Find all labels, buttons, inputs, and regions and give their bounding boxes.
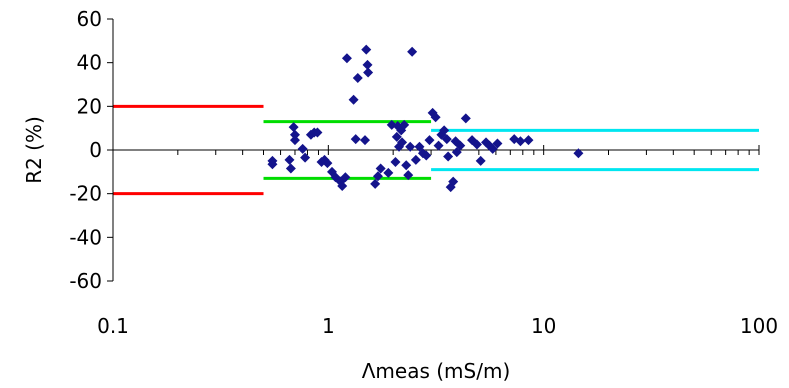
y-tick-label: 0 xyxy=(89,138,102,162)
data-point xyxy=(391,131,402,142)
data-point xyxy=(405,141,416,152)
data-point xyxy=(492,138,503,149)
x-axis-title: Λmeas (mS/m) xyxy=(362,359,511,383)
data-point xyxy=(430,112,441,123)
data-point xyxy=(322,158,333,169)
data-point xyxy=(352,72,363,83)
data-point xyxy=(424,135,435,146)
y-tick-label: -40 xyxy=(69,225,102,249)
data-point xyxy=(348,94,359,105)
data-point xyxy=(361,44,372,55)
data-point xyxy=(383,167,394,178)
data-point xyxy=(471,139,482,150)
data-point xyxy=(289,129,300,140)
data-point xyxy=(362,59,373,70)
y-tick-label: -60 xyxy=(69,269,102,293)
data-point xyxy=(350,134,361,145)
data-point xyxy=(340,172,351,183)
data-point xyxy=(439,125,450,136)
data-point xyxy=(523,135,534,146)
y-tick-label: 20 xyxy=(77,94,102,118)
data-point xyxy=(390,157,401,168)
data-point xyxy=(399,119,410,130)
data-point xyxy=(401,160,412,171)
data-point xyxy=(370,178,381,189)
data-point xyxy=(487,143,498,154)
axes xyxy=(107,18,760,282)
data-point xyxy=(375,163,386,174)
data-point xyxy=(573,148,584,159)
data-point xyxy=(392,120,403,131)
data-point xyxy=(460,113,471,124)
data-point xyxy=(443,151,454,162)
data-point xyxy=(410,154,421,165)
x-tick-label: 10 xyxy=(531,314,556,338)
x-tick-label: 0.1 xyxy=(97,314,129,338)
data-point xyxy=(515,136,526,147)
data-point xyxy=(448,176,459,187)
data-point xyxy=(433,140,444,151)
data-point xyxy=(441,134,452,145)
data-point xyxy=(407,46,418,57)
data-point xyxy=(297,143,308,154)
data-point xyxy=(372,171,383,182)
data-point xyxy=(451,147,462,158)
tick-labels: 60 40 20 0 -20 -40 -60 0.1 1 10 100 xyxy=(69,7,778,338)
y-tick-label: 60 xyxy=(77,7,102,31)
data-point xyxy=(285,163,296,174)
data-point xyxy=(267,159,278,170)
y-tick-label: -20 xyxy=(69,182,102,206)
data-point xyxy=(289,135,300,146)
data-point xyxy=(455,140,466,151)
data-point xyxy=(403,170,414,181)
data-point xyxy=(284,154,295,165)
data-points xyxy=(267,44,584,193)
data-point xyxy=(363,67,374,78)
data-point xyxy=(396,125,407,136)
y-tick-label: 40 xyxy=(77,51,102,75)
x-tick-label: 100 xyxy=(740,314,778,338)
data-point xyxy=(288,122,299,133)
data-point xyxy=(312,127,323,138)
data-point xyxy=(300,152,311,163)
data-point xyxy=(359,135,370,146)
data-point xyxy=(397,137,408,148)
limit-lines xyxy=(113,104,759,196)
x-tick-label: 1 xyxy=(322,314,335,338)
data-point xyxy=(337,181,348,192)
data-point xyxy=(341,53,352,64)
data-point xyxy=(421,150,432,161)
y-axis-title: R2 (%) xyxy=(22,116,46,184)
data-point xyxy=(414,141,425,152)
data-point xyxy=(475,155,486,166)
